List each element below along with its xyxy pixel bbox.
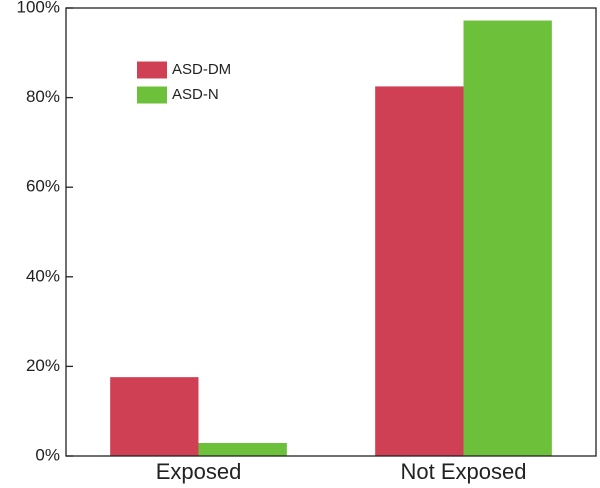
legend-label: ASD-N: [172, 86, 219, 103]
bar: [375, 86, 464, 457]
bar: [110, 377, 199, 456]
bar: [198, 443, 287, 456]
bar: [463, 20, 552, 456]
legend-swatch: [137, 61, 167, 79]
x-tick-label: Not Exposed: [401, 459, 527, 484]
y-tick-label: 100%: [17, 0, 60, 16]
y-tick-label: 80%: [26, 87, 60, 106]
y-tick-label: 0%: [35, 445, 60, 464]
x-tick-label: Exposed: [156, 459, 242, 484]
plot-frame: [65, 7, 597, 457]
y-tick-label: 20%: [26, 356, 60, 375]
y-tick-label: 60%: [26, 177, 60, 196]
legend-swatch: [137, 86, 167, 104]
y-tick-label: 40%: [26, 266, 60, 285]
legend-label: ASD-DM: [172, 61, 231, 78]
